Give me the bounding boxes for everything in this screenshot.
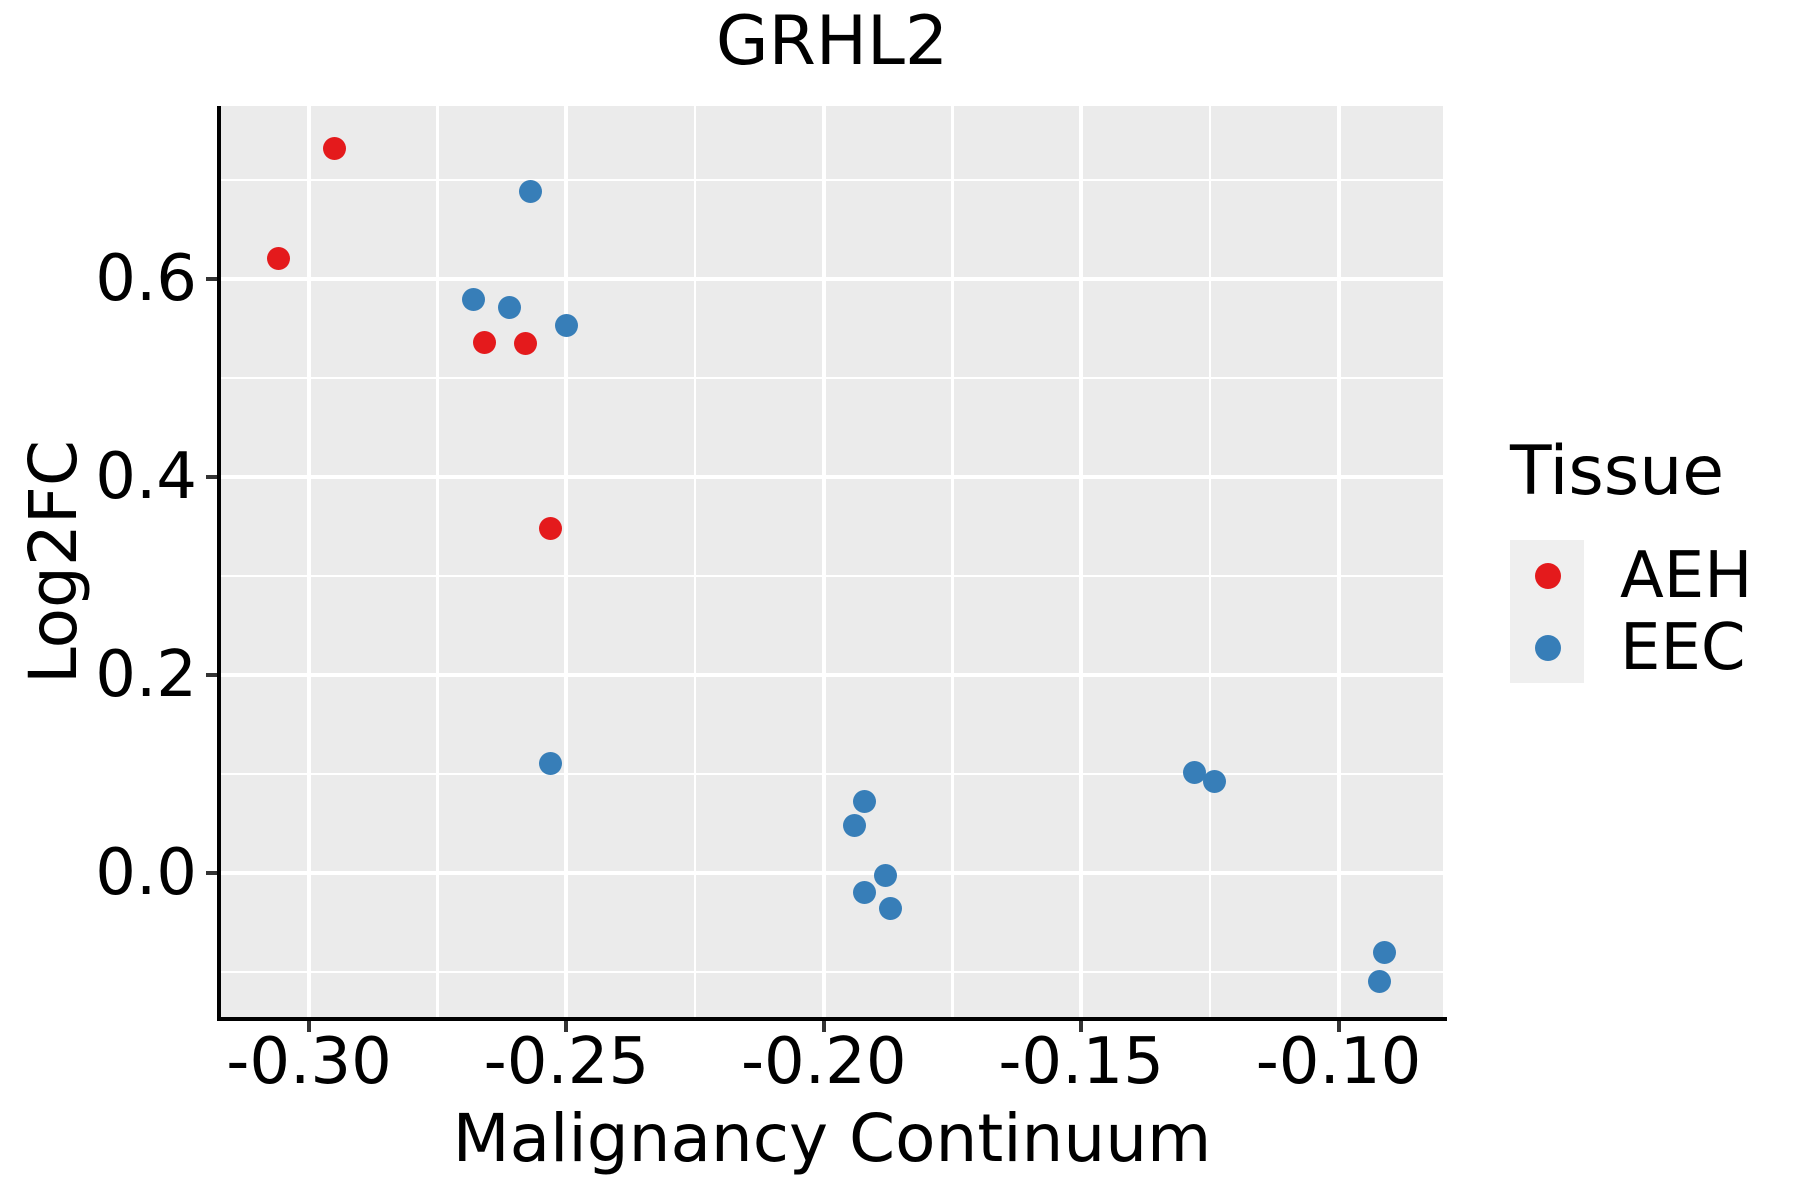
data-point-eec <box>1373 940 1397 964</box>
gridline-major-h <box>221 276 1443 281</box>
y-axis-title: Log2FC <box>15 440 92 684</box>
y-tick-label: 0.4 <box>95 439 197 514</box>
gridline-minor-v <box>436 106 439 1019</box>
legend-dot-aeh <box>1535 563 1561 589</box>
x-axis-title: Malignancy Continuum <box>452 1100 1212 1177</box>
data-point-aeh <box>323 136 347 160</box>
y-tick <box>206 672 217 677</box>
gridline-minor-h <box>221 178 1443 182</box>
data-point-eec <box>879 897 903 921</box>
data-point-eec <box>1182 761 1206 785</box>
data-point-aeh <box>266 246 290 270</box>
gridline-minor-h <box>221 772 1443 776</box>
x-tick <box>821 1021 826 1032</box>
gridline-major-v <box>821 106 826 1019</box>
gridline-minor-h <box>221 970 1443 974</box>
x-axis-line <box>217 1017 1447 1021</box>
data-point-eec <box>874 864 898 888</box>
data-point-eec <box>843 813 867 837</box>
x-tick <box>564 1021 569 1032</box>
x-tick-label: -0.10 <box>1255 1025 1422 1099</box>
data-point-eec <box>1368 970 1392 994</box>
y-axis-line <box>217 106 221 1021</box>
x-tick <box>1079 1021 1084 1032</box>
data-point-eec <box>498 296 522 320</box>
gridline-major-h <box>221 474 1443 479</box>
data-point-eec <box>539 751 563 775</box>
data-point-eec <box>518 180 542 204</box>
data-point-eec <box>554 313 578 337</box>
data-point-aeh <box>513 331 537 355</box>
gridline-major-v <box>307 106 312 1019</box>
x-tick-label: -0.15 <box>998 1025 1164 1099</box>
x-tick <box>307 1021 312 1032</box>
data-point-eec <box>462 288 486 312</box>
gridline-major-v <box>1336 106 1341 1019</box>
gridline-major-v <box>564 106 569 1019</box>
x-tick-label: -0.30 <box>226 1025 392 1099</box>
gridline-major-h <box>221 672 1443 677</box>
x-tick <box>1336 1021 1341 1032</box>
legend-label-eec: EEC <box>1620 610 1746 685</box>
y-tick-label: 0.0 <box>95 835 197 910</box>
gridline-minor-v <box>693 106 697 1019</box>
legend-key-aeh <box>1510 540 1584 612</box>
gridline-minor-v <box>1208 106 1212 1019</box>
data-point-eec <box>853 790 877 814</box>
gridline-major-v <box>1079 106 1084 1019</box>
gridline-minor-h <box>221 376 1443 380</box>
gridline-minor-v <box>951 106 954 1019</box>
legend-title: Tissue <box>1510 432 1725 511</box>
y-tick-label: 0.2 <box>95 637 197 712</box>
x-tick-label: -0.20 <box>740 1025 907 1099</box>
legend-label-aeh: AEH <box>1620 539 1753 613</box>
y-tick <box>206 870 217 875</box>
data-point-eec <box>1203 770 1227 794</box>
gridline-major-h <box>221 870 1443 875</box>
data-point-aeh <box>472 330 496 354</box>
legend-dot-eec <box>1535 634 1561 661</box>
plot-panel <box>221 106 1443 1019</box>
y-tick <box>206 276 217 281</box>
gridline-minor-h <box>221 574 1443 578</box>
x-tick-label: -0.25 <box>483 1025 650 1099</box>
legend-key-eec <box>1510 612 1584 683</box>
y-tick <box>206 474 217 479</box>
y-tick-label: 0.6 <box>95 241 197 316</box>
chart-title: GRHL2 <box>715 2 949 81</box>
data-point-aeh <box>539 516 563 540</box>
data-point-eec <box>853 881 877 905</box>
